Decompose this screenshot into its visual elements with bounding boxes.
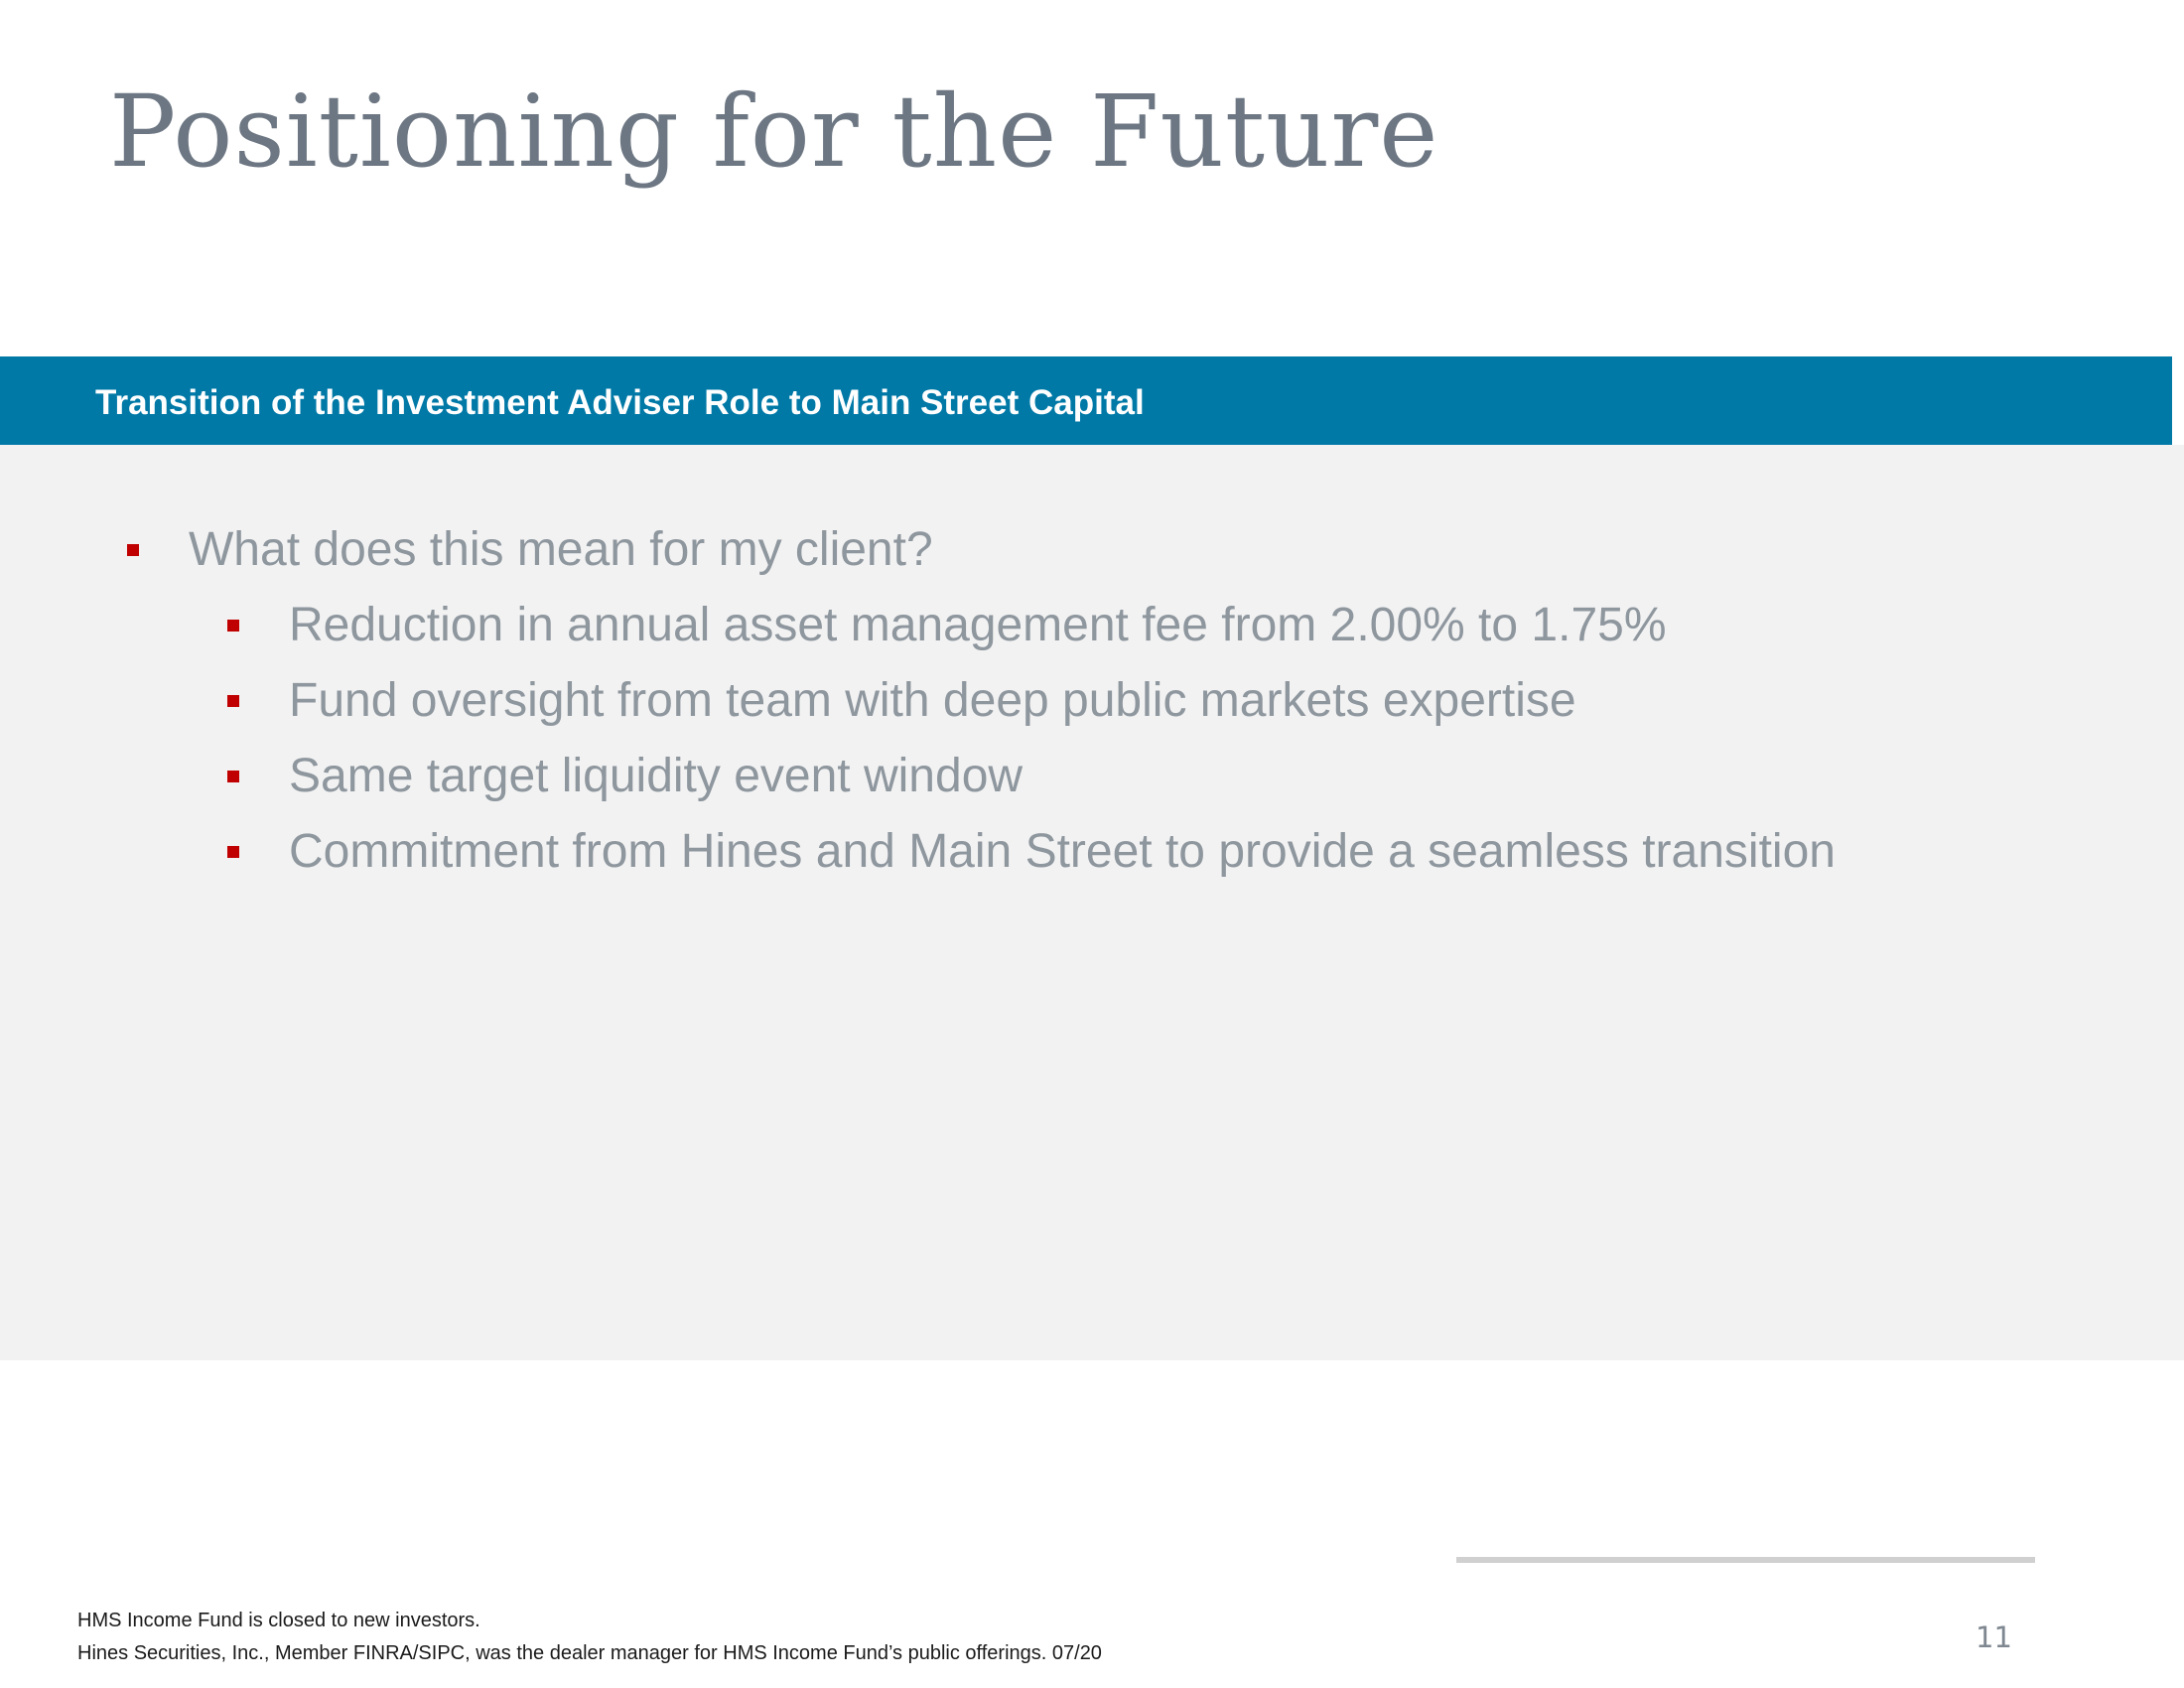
- bullet-text: What does this mean for my client?: [189, 523, 933, 576]
- bullet-item: Fund oversight from team with deep publi…: [227, 673, 1576, 728]
- bullet-marker-icon: [127, 543, 139, 556]
- bullet-text: Reduction in annual asset management fee…: [289, 599, 1667, 651]
- content-panel: [0, 445, 2184, 1360]
- footer-line: Hines Securities, Inc., Member FINRA/SIP…: [77, 1642, 1102, 1664]
- bullet-marker-icon: [227, 845, 239, 858]
- bullet-marker-icon: [227, 619, 239, 632]
- bullet-item: Reduction in annual asset management fee…: [227, 598, 1667, 652]
- footer-disclaimer: HMS Income Fund is closed to new investo…: [77, 1605, 1102, 1670]
- footer-line: HMS Income Fund is closed to new investo…: [77, 1610, 480, 1631]
- bullet-text: Same target liquidity event window: [289, 750, 1024, 802]
- bullet-text: Fund oversight from team with deep publi…: [289, 674, 1576, 727]
- bullet-item: Same target liquidity event window: [227, 749, 1023, 803]
- footer-divider: [1456, 1557, 2035, 1563]
- section-banner: Transition of the Investment Adviser Rol…: [0, 356, 2172, 445]
- bullet-item: Commitment from Hines and Main Street to…: [227, 824, 1836, 879]
- bullet-marker-icon: [227, 770, 239, 782]
- slide-title: Positioning for the Future: [109, 73, 1439, 190]
- bullet-text: Commitment from Hines and Main Street to…: [289, 825, 1836, 878]
- section-heading: Transition of the Investment Adviser Rol…: [95, 383, 1145, 422]
- bullet-marker-icon: [227, 694, 239, 707]
- page-number: 11: [1976, 1620, 2012, 1654]
- bullet-item: What does this mean for my client?: [127, 522, 933, 577]
